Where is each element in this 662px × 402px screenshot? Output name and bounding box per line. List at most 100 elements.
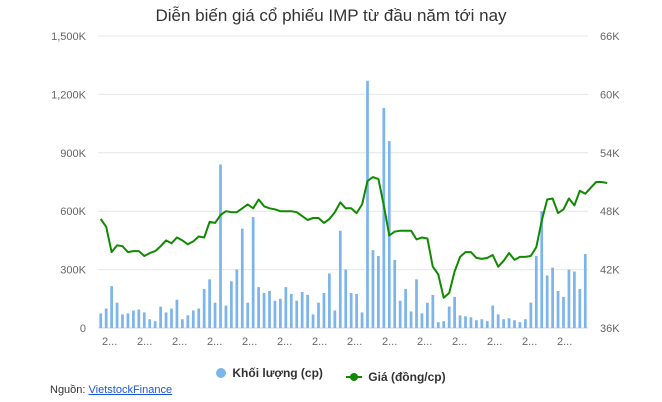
legend-item-price[interactable]: Giá (đồng/cp) (346, 370, 446, 384)
volume-bar (398, 300, 402, 328)
x-tick-label: 2... (417, 336, 432, 348)
volume-bar (175, 299, 179, 328)
volume-bar (279, 298, 282, 328)
volume-bar (153, 321, 157, 328)
volume-bar (197, 308, 201, 328)
volume-bar (393, 259, 397, 328)
volume-bar (295, 300, 299, 328)
y-left-tick-label: 300K (60, 265, 86, 277)
volume-bar (545, 275, 549, 328)
y-left-tick-label: 1,500K (51, 31, 87, 43)
x-tick-label: 2... (557, 336, 572, 348)
volume-bar (213, 302, 217, 328)
volume-bar (251, 217, 255, 328)
volume-bar (524, 319, 527, 328)
x-tick-label: 2... (522, 336, 537, 348)
y-left-tick-label: 0 (80, 323, 86, 335)
volume-bar (556, 291, 560, 328)
volume-bar (475, 320, 478, 328)
volume-bar (567, 269, 571, 328)
y-right-tick-label: 60K (600, 89, 620, 101)
gridlines (98, 35, 588, 329)
volume-bar (224, 305, 228, 328)
volume-bar (219, 164, 222, 328)
volume-bar (578, 289, 582, 328)
volume-bar (142, 312, 146, 328)
volume-bar (181, 319, 184, 328)
y-right-tick-label: 36K (600, 323, 620, 335)
volume-bar (159, 306, 162, 328)
volume-bar (366, 80, 369, 328)
x-tick-label: 2... (277, 336, 292, 348)
volume-bar (132, 310, 135, 328)
y-right-tick-label: 54K (600, 148, 620, 160)
volume-bar (507, 318, 511, 328)
volume-bar (230, 281, 233, 328)
price-legend-swatch-icon (346, 373, 363, 381)
volume-bar (491, 305, 495, 328)
volume-bar (518, 322, 522, 328)
volume-bar (442, 321, 446, 328)
volume-bar (436, 322, 440, 328)
volume-bar (529, 302, 533, 328)
x-tick-label: 2... (382, 336, 397, 348)
y-right-tick-label: 42K (600, 265, 620, 277)
volume-bar (273, 300, 277, 328)
volume-bar (306, 294, 309, 328)
x-tick-label: 2... (452, 336, 467, 348)
y-left-tick-label: 900K (60, 148, 86, 160)
volume-bar (371, 250, 375, 328)
volume-bar (137, 309, 141, 328)
volume-bar (202, 289, 206, 328)
source-link[interactable]: VietstockFinance (88, 384, 173, 396)
volume-bar (110, 286, 113, 328)
volume-bar (355, 293, 358, 328)
volume-bar (420, 313, 424, 328)
volume-bar (502, 319, 505, 328)
volume-bar (382, 108, 386, 328)
volume-bar (121, 314, 124, 328)
volume-bar (246, 302, 250, 328)
volume-bar (186, 315, 190, 328)
volume-bar (322, 292, 326, 328)
x-tick-label: 2... (102, 336, 117, 348)
x-tick-label: 2... (137, 336, 152, 348)
x-tick-label: 2... (207, 336, 222, 348)
volume-bar (415, 279, 418, 328)
volume-bar (573, 271, 576, 328)
volume-bar (426, 302, 429, 328)
volume-bar (240, 228, 244, 328)
legend-item-volume[interactable]: Khối lượng (cp) (216, 366, 323, 380)
volume-bar (300, 291, 304, 328)
y-right-tick-label: 66K (600, 31, 620, 43)
volume-bar (104, 308, 108, 328)
source-label: Nguồn: (50, 384, 89, 396)
volume-bar (191, 310, 195, 328)
x-tick-label: 2... (172, 336, 187, 348)
volume-bar (349, 292, 353, 328)
legend-label-price: Giá (đồng/cp) (368, 370, 446, 384)
axis-labels: 0 36K 300K 42K 600K 48K 900K 54K 1,200K 60K 1,500K… (51, 31, 620, 348)
volume-bar (164, 312, 168, 328)
volume-bar (485, 321, 489, 328)
volume-bar (404, 289, 407, 328)
volume-bar (268, 291, 271, 328)
source-note: Nguồn: VietstockFinance (50, 384, 172, 396)
volume-bar (464, 316, 467, 328)
x-tick-label: 2... (347, 336, 362, 348)
volume-bar (534, 255, 538, 328)
volume-bar (99, 313, 103, 328)
volume-bar (562, 296, 565, 328)
volume-bar (496, 314, 500, 328)
volume-bar (458, 315, 462, 328)
volume-bar (377, 255, 380, 328)
volume-bar (317, 302, 320, 328)
volume-bar (469, 317, 473, 328)
legend-label-volume: Khối lượng (cp) (232, 366, 323, 380)
volume-bar (235, 269, 239, 328)
volume-bar (447, 306, 451, 328)
x-tick-label: 2... (312, 336, 327, 348)
volume-bar (551, 267, 554, 328)
volume-bar (453, 296, 456, 328)
